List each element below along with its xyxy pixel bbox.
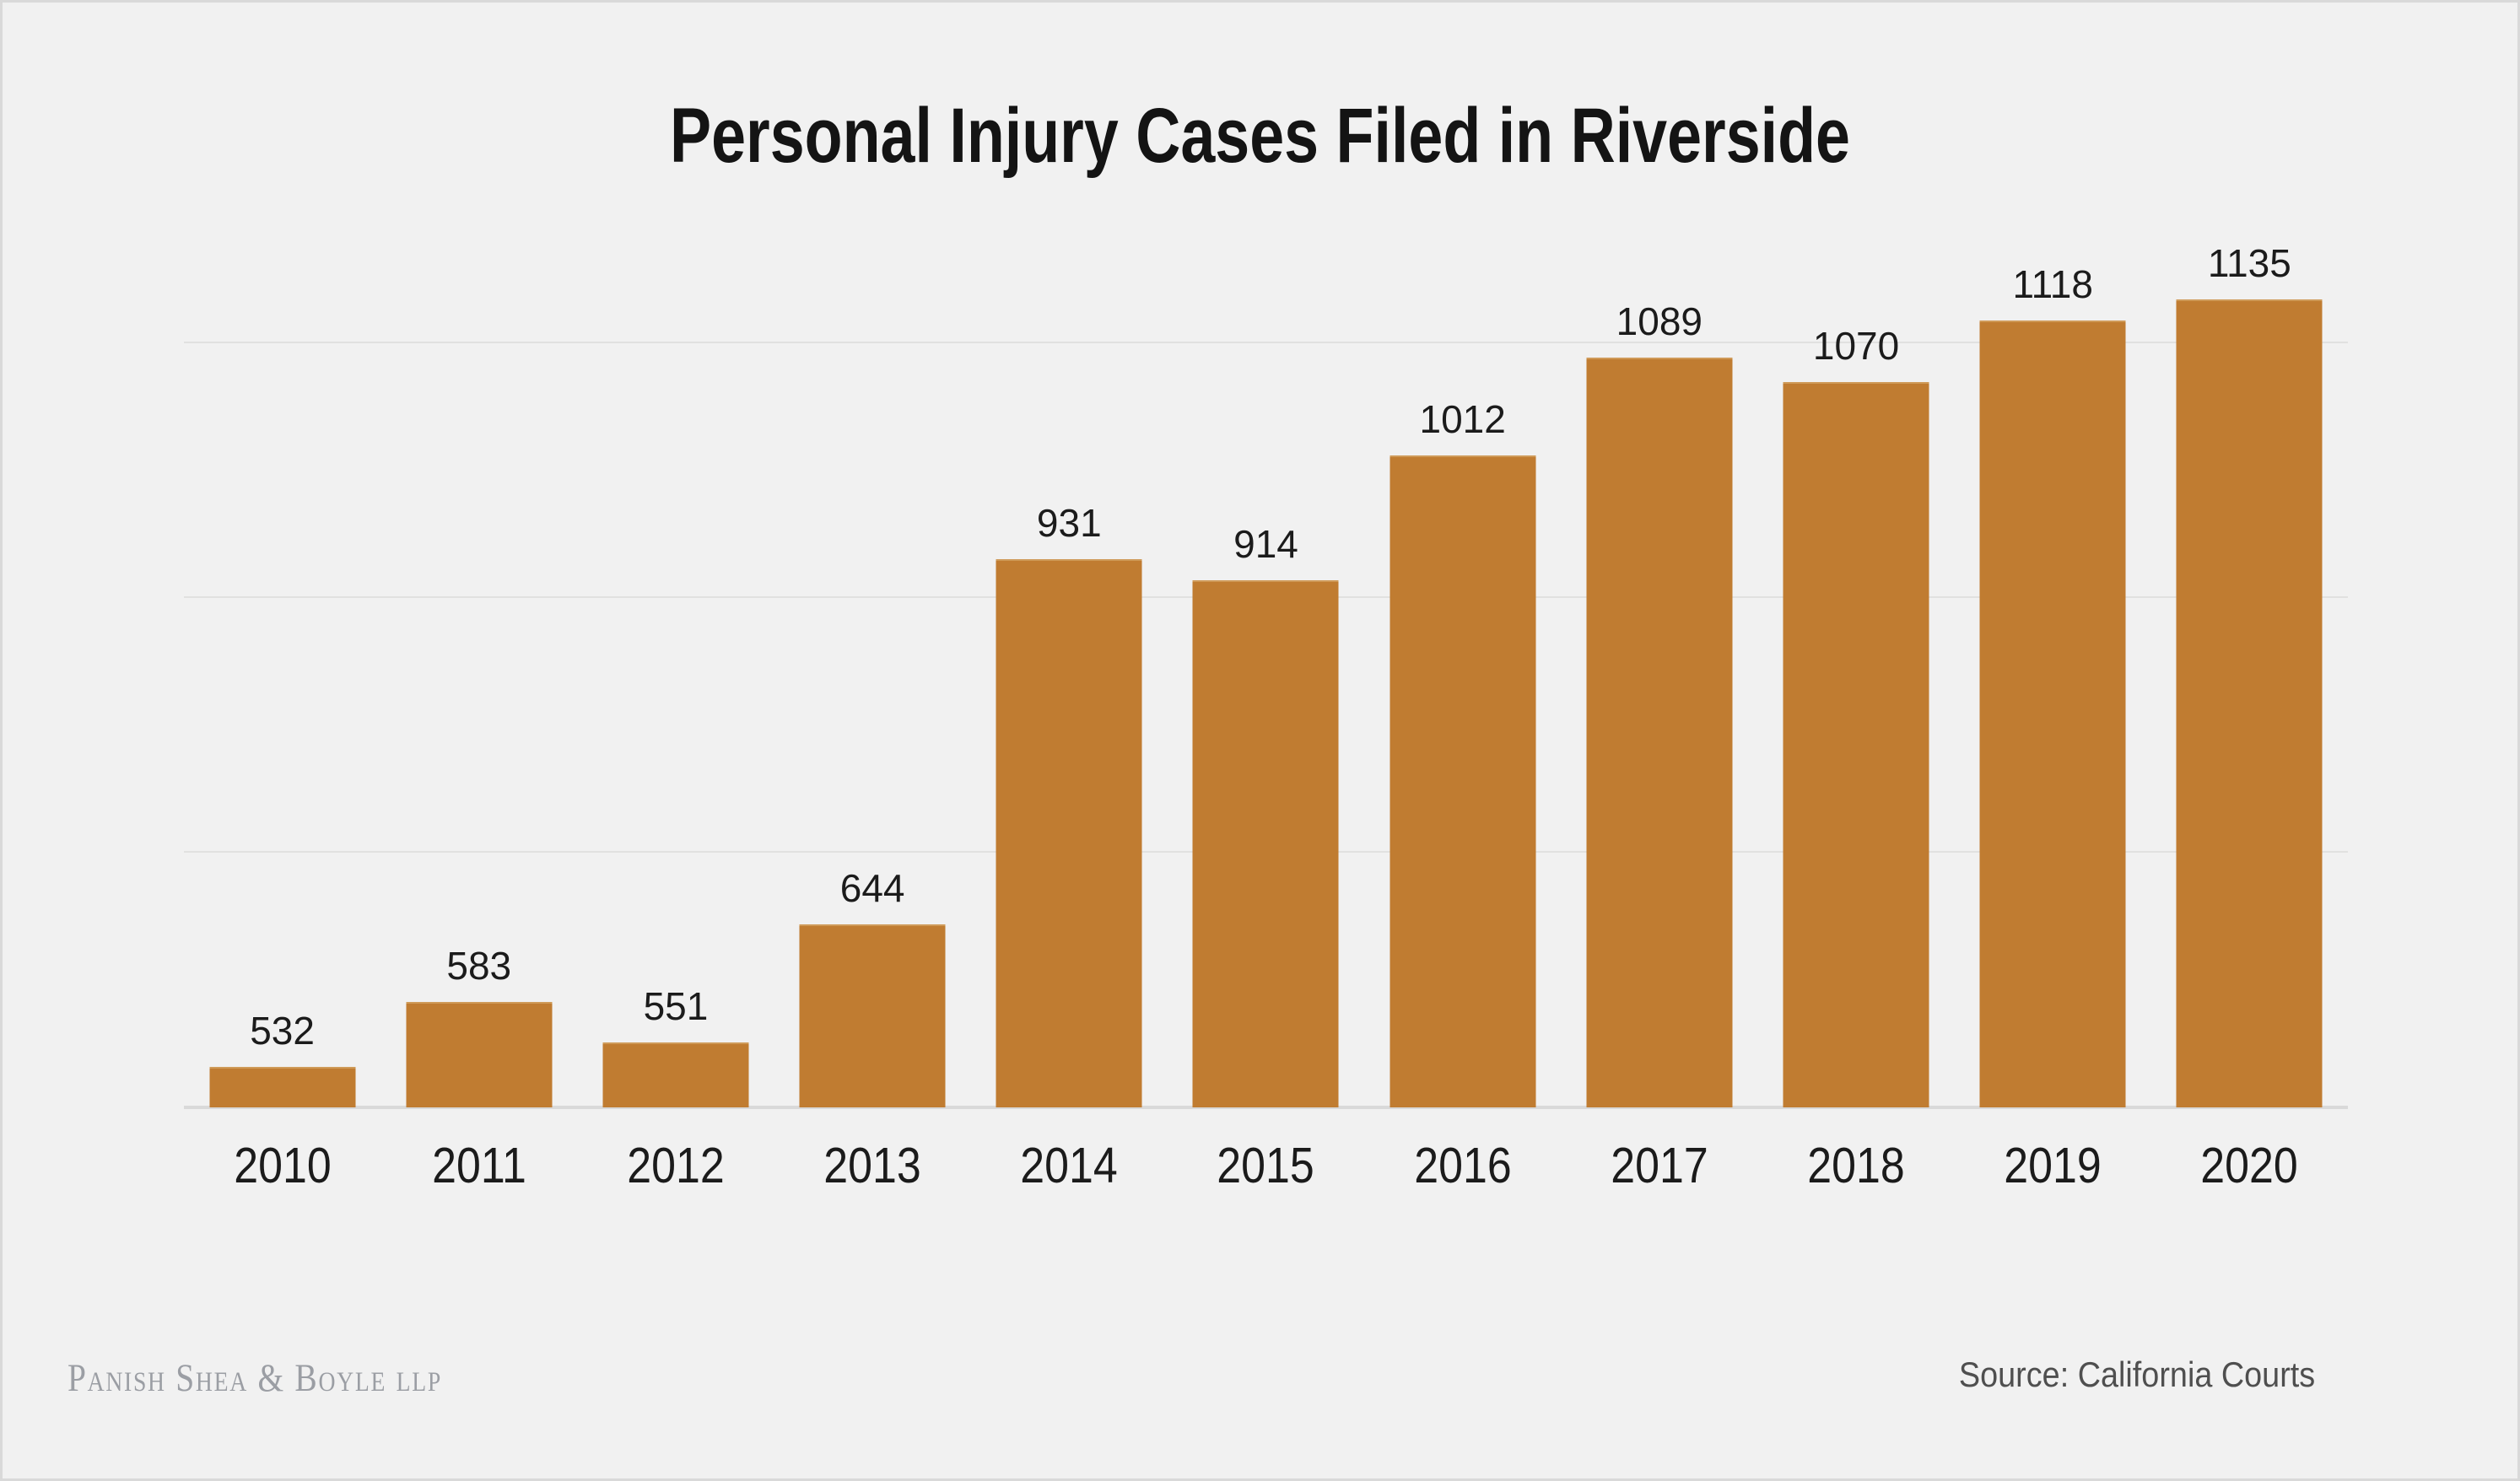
bar — [209, 1066, 356, 1107]
bar-value-label: 551 — [643, 984, 709, 1029]
bar — [406, 1001, 553, 1107]
bar-value-label: 1070 — [1812, 323, 1900, 368]
bar-slot: 1118 2019 — [1955, 3, 2151, 1191]
source-credit: Source: California Courts — [1958, 1354, 2315, 1394]
bar-slot: 644 2013 — [774, 3, 971, 1191]
bar-slot: 914 2015 — [1168, 3, 1364, 1191]
x-tick-label: 2010 — [233, 1138, 332, 1193]
bar-slot: 1070 2018 — [1757, 3, 1954, 1191]
bar-value-label: 644 — [839, 865, 905, 910]
x-tick-label: 2014 — [1020, 1138, 1119, 1193]
bar-value-label: 1118 — [2012, 262, 2093, 307]
bar-slot: 583 2011 — [380, 3, 577, 1191]
brand-logo: Panish Shea & Boyle llp — [67, 1356, 442, 1400]
bar-slot: 1135 2020 — [2151, 3, 2348, 1191]
bar-slot: 551 2012 — [577, 3, 774, 1191]
x-tick-label: 2017 — [1611, 1138, 1708, 1193]
x-tick-label: 2020 — [2200, 1138, 2299, 1193]
plot-area: 532 2010 583 2011 551 2012 644 2013 931 2014 914 20… — [184, 3, 2348, 1191]
bar — [799, 924, 946, 1107]
x-tick-label: 2013 — [823, 1138, 921, 1193]
bar — [996, 558, 1142, 1107]
x-tick-label: 2011 — [431, 1138, 526, 1193]
chart-title: Personal Injury Cases Filed in Riverside — [670, 93, 1850, 179]
x-tick-label: 2012 — [627, 1138, 725, 1193]
x-tick-label: 2016 — [1413, 1138, 1512, 1193]
bar-value-label: 914 — [1233, 522, 1298, 567]
bar — [1192, 580, 1339, 1107]
bar-value-label: 583 — [446, 943, 512, 988]
bar-slot: 1012 2016 — [1364, 3, 1561, 1191]
bar — [1390, 455, 1536, 1107]
x-tick-label: 2019 — [2004, 1138, 2102, 1193]
bar-value-label: 1089 — [1616, 299, 1703, 344]
bar-value-label: 931 — [1036, 500, 1102, 545]
bar — [1979, 320, 2126, 1107]
x-tick-label: 2018 — [1807, 1138, 1905, 1193]
bar-slot: 931 2014 — [971, 3, 1168, 1191]
bar — [1783, 381, 1929, 1107]
bar-value-label: 1012 — [1419, 397, 1506, 442]
gridline — [184, 342, 2348, 344]
bar — [602, 1042, 749, 1107]
x-tick-label: 2015 — [1217, 1138, 1315, 1193]
x-axis-line — [184, 1106, 2348, 1109]
bar-value-label: 1135 — [2207, 240, 2291, 285]
bar-slot: 1089 2017 — [1561, 3, 1757, 1191]
bar-slot: 532 2010 — [184, 3, 380, 1191]
bar-value-label: 532 — [250, 1008, 315, 1053]
bar — [1586, 358, 1733, 1107]
bar — [2176, 299, 2323, 1107]
